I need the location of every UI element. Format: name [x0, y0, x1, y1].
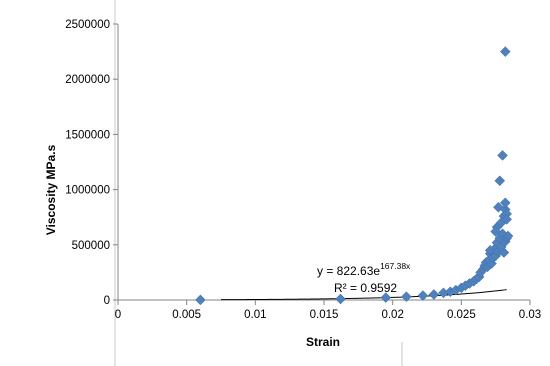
data-point: [502, 230, 514, 242]
data-point: [335, 293, 346, 305]
data-point: [484, 244, 496, 256]
r-squared-label: R² = 0.9592: [334, 281, 397, 295]
x-tick-label: 0.025: [447, 309, 476, 321]
x-tick-label: 0: [115, 309, 121, 321]
x-tick-label: 0.015: [310, 309, 339, 321]
x-tick-label: 0.02: [381, 309, 403, 321]
x-tick-label: 0.03: [519, 309, 541, 321]
x-tick-label: 0.01: [244, 309, 266, 321]
data-point: [499, 46, 511, 57]
data-point: [498, 247, 510, 258]
equation-exponent: 167.38x: [380, 261, 411, 271]
trendline: [220, 289, 507, 301]
equation-prefix: y = 822.63e: [317, 264, 380, 278]
y-tick-label: 0: [104, 295, 110, 307]
x-tick-label: 0.005: [172, 309, 201, 321]
data-point: [428, 289, 440, 300]
y-tick-label: 500000: [72, 240, 110, 252]
data-point: [497, 150, 508, 161]
data-point: [490, 226, 502, 237]
y-tick-label: 1500000: [65, 129, 110, 141]
y-tick-label: 1000000: [65, 185, 110, 197]
data-point: [417, 290, 429, 301]
data-point: [494, 175, 506, 187]
data-point: [499, 197, 511, 209]
y-tick-label: 2000000: [65, 74, 110, 86]
x-axis-title: Strain: [306, 335, 340, 349]
data-point: [380, 292, 392, 303]
data-point: [401, 291, 412, 303]
plot-layer: 0 500000 1000000 1500000 2000000 2500000 0 0.00…: [65, 19, 541, 321]
data-point: [501, 214, 513, 225]
trendline-equation: y = 822.63e167.38x: [317, 261, 411, 278]
y-axis-title: Viscosity MPa.s: [44, 144, 58, 235]
data-point: [195, 294, 206, 306]
y-tick-label: 2500000: [65, 19, 110, 31]
